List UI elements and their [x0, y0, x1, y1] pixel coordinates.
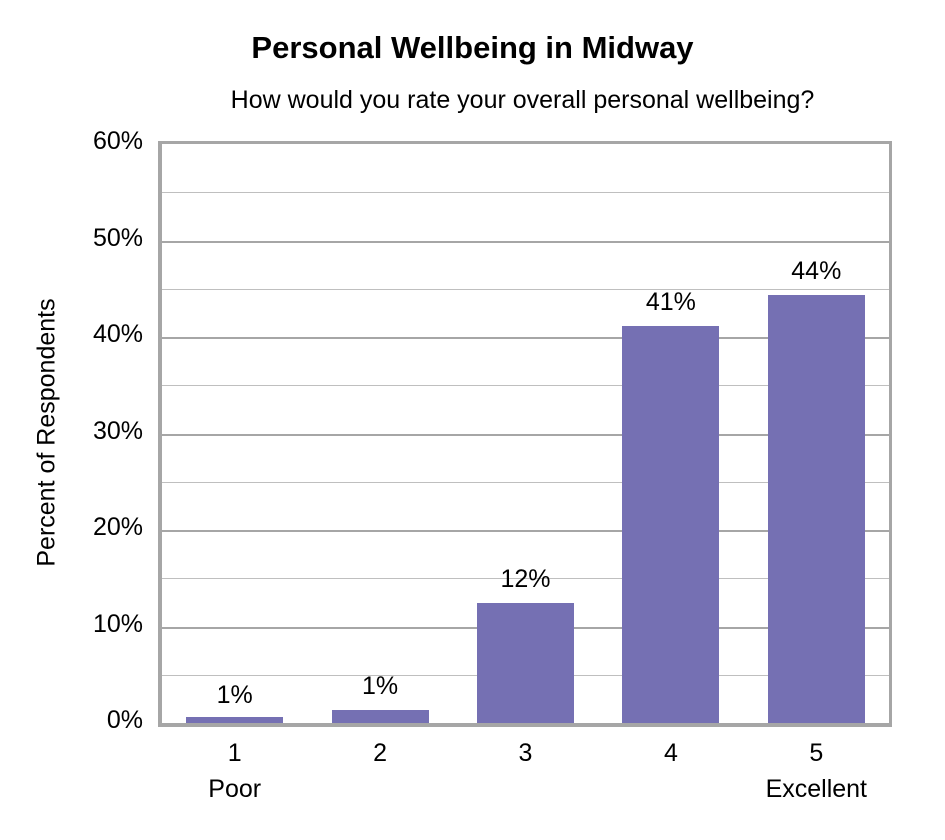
gridline	[162, 240, 889, 243]
chart-title: Personal Wellbeing in Midway	[251, 30, 694, 65]
x-tick-label: 5 Excellent	[746, 738, 886, 804]
gridline	[162, 288, 889, 290]
gridline	[162, 578, 889, 580]
x-tick-label: 2	[373, 739, 388, 767]
gridline	[162, 385, 889, 387]
y-tick-label: 30%	[92, 416, 143, 445]
gridline	[162, 192, 889, 194]
y-tick-label: 50%	[92, 223, 143, 252]
y-tick-label: 40%	[92, 320, 143, 348]
y-tick-label: 20%	[92, 513, 143, 541]
bar-1	[186, 717, 284, 723]
data-label: 44%	[791, 256, 842, 285]
data-label: 1%	[362, 672, 399, 701]
data-label: 41%	[645, 288, 696, 317]
gridline	[162, 530, 889, 532]
x-tick-label: 4	[663, 739, 678, 767]
bar-5	[767, 294, 865, 723]
data-label: 12%	[500, 565, 551, 594]
bar-4	[622, 326, 720, 723]
chart-subtitle: How would you rate your overall personal…	[230, 86, 815, 114]
x-tick-sublabel: Poor	[208, 775, 262, 803]
gridline	[162, 337, 889, 339]
y-tick-label: 10%	[92, 609, 143, 638]
data-label: 1%	[216, 681, 253, 709]
gridline	[162, 481, 889, 483]
gridline	[162, 433, 889, 436]
y-tick-label: 0%	[106, 706, 143, 734]
plot-area: 1% 1% 12% 41% 44%	[158, 141, 892, 727]
y-tick-label: 60%	[92, 127, 143, 155]
bar-2	[331, 710, 429, 723]
x-tick-label: 3	[518, 739, 533, 767]
x-tick-label: 1 Poor	[165, 738, 305, 804]
bar-3	[477, 603, 574, 723]
x-tick-sublabel: Excellent	[765, 775, 868, 803]
